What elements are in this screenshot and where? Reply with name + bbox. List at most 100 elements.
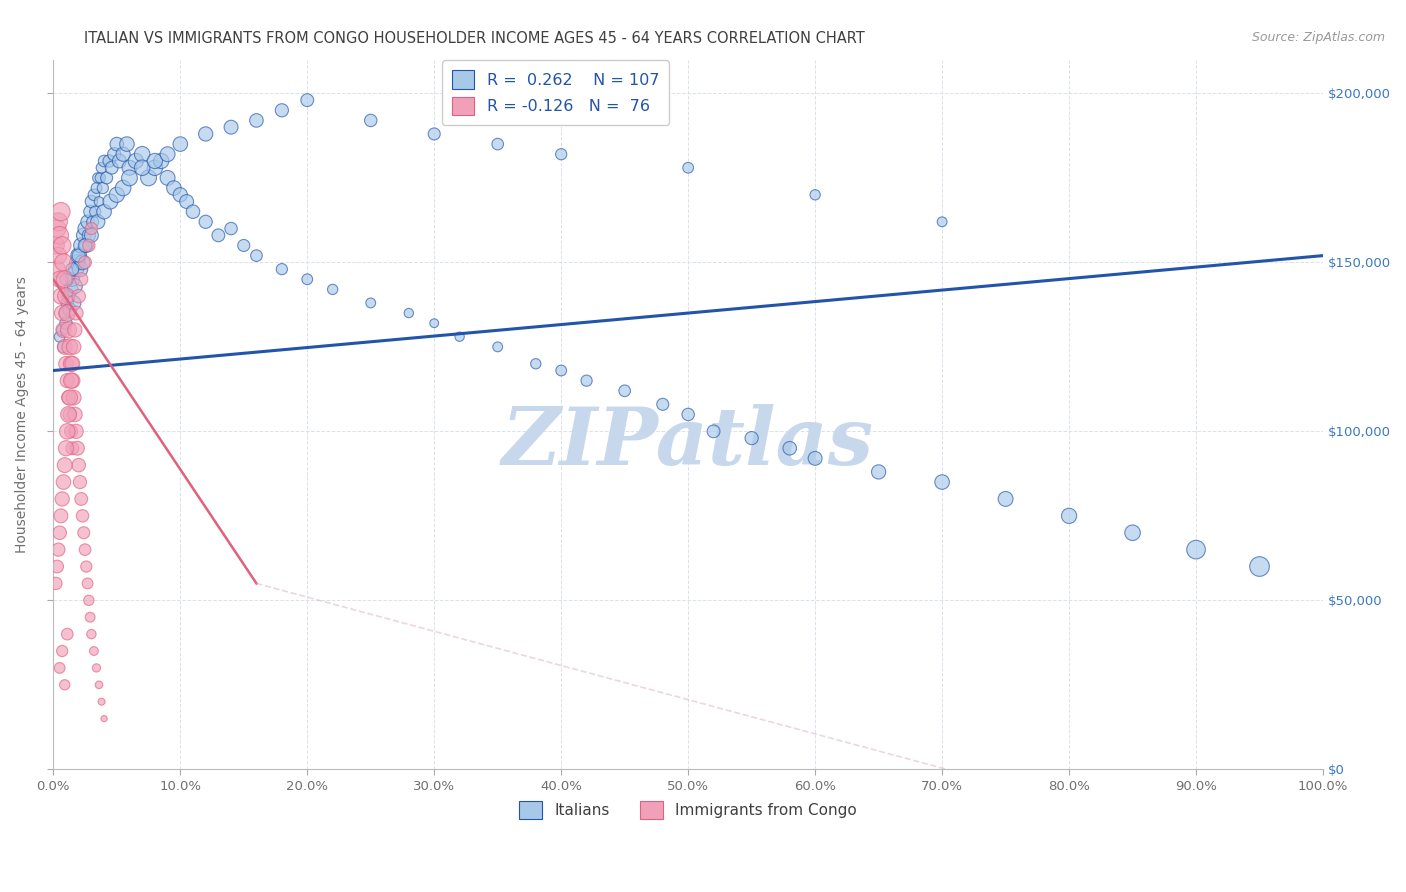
Point — [76, 576, 98, 591]
Point — [63, 408, 86, 422]
Point — [181, 204, 204, 219]
Point — [73, 542, 96, 557]
Point — [93, 204, 115, 219]
Point — [56, 374, 79, 388]
Point — [131, 147, 153, 161]
Point — [55, 272, 77, 286]
Point — [55, 442, 77, 456]
Point — [156, 170, 179, 185]
Point — [169, 187, 191, 202]
Point — [69, 262, 91, 277]
Point — [73, 221, 96, 235]
Point — [73, 238, 96, 252]
Point — [48, 525, 70, 540]
Point — [194, 127, 217, 141]
Point — [138, 170, 160, 185]
Point — [48, 272, 70, 286]
Point — [49, 508, 72, 523]
Point — [60, 374, 83, 388]
Point — [93, 712, 115, 726]
Point — [53, 458, 76, 472]
Point — [63, 323, 86, 337]
Point — [77, 238, 100, 252]
Point — [52, 323, 75, 337]
Point — [613, 384, 636, 398]
Point — [98, 153, 121, 168]
Point — [91, 181, 114, 195]
Point — [70, 238, 93, 252]
Point — [67, 249, 90, 263]
Point — [550, 147, 572, 161]
Point — [66, 442, 89, 456]
Point — [150, 153, 173, 168]
Point — [51, 306, 73, 320]
Point — [83, 187, 105, 202]
Point — [52, 255, 75, 269]
Point — [90, 161, 112, 175]
Point — [72, 255, 94, 269]
Point — [48, 215, 70, 229]
Point — [55, 289, 77, 303]
Point — [703, 425, 725, 439]
Point — [651, 397, 673, 411]
Point — [1185, 542, 1208, 557]
Point — [1249, 559, 1271, 574]
Y-axis label: Householder Income Ages 45 - 64 years: Householder Income Ages 45 - 64 years — [15, 276, 30, 553]
Point — [297, 93, 319, 107]
Point — [66, 255, 89, 269]
Point — [423, 316, 446, 330]
Point — [72, 508, 94, 523]
Point — [65, 306, 87, 320]
Point — [163, 181, 186, 195]
Point — [79, 610, 101, 624]
Point — [63, 279, 86, 293]
Point — [65, 425, 87, 439]
Point — [48, 661, 70, 675]
Point — [80, 194, 103, 209]
Point — [55, 357, 77, 371]
Text: ZIPatlas: ZIPatlas — [502, 404, 875, 482]
Point — [931, 475, 953, 489]
Point — [56, 306, 79, 320]
Point — [65, 262, 87, 277]
Point — [52, 475, 75, 489]
Point — [112, 147, 135, 161]
Point — [55, 316, 77, 330]
Point — [58, 391, 80, 405]
Point — [58, 289, 80, 303]
Point — [100, 161, 122, 175]
Point — [45, 576, 67, 591]
Point — [82, 215, 104, 229]
Point — [59, 391, 82, 405]
Point — [676, 408, 699, 422]
Point — [58, 408, 80, 422]
Point — [115, 137, 138, 152]
Point — [52, 340, 75, 354]
Point — [219, 120, 242, 135]
Point — [360, 296, 382, 310]
Point — [51, 491, 73, 506]
Point — [75, 238, 97, 252]
Point — [73, 228, 96, 243]
Point — [131, 161, 153, 175]
Point — [77, 593, 100, 607]
Point — [80, 221, 103, 235]
Point — [53, 678, 76, 692]
Point — [83, 644, 105, 658]
Point — [75, 559, 97, 574]
Point — [105, 187, 128, 202]
Point — [1122, 525, 1144, 540]
Point — [48, 542, 70, 557]
Point — [87, 678, 110, 692]
Point — [79, 204, 101, 219]
Point — [486, 137, 509, 152]
Legend: Italians, Immigrants from Congo: Italians, Immigrants from Congo — [513, 795, 863, 825]
Point — [60, 357, 83, 371]
Point — [80, 228, 103, 243]
Point — [804, 187, 827, 202]
Text: ITALIAN VS IMMIGRANTS FROM CONGO HOUSEHOLDER INCOME AGES 45 - 64 YEARS CORRELATI: ITALIAN VS IMMIGRANTS FROM CONGO HOUSEHO… — [84, 31, 865, 46]
Point — [60, 272, 83, 286]
Point — [67, 458, 90, 472]
Point — [524, 357, 547, 371]
Point — [219, 221, 242, 235]
